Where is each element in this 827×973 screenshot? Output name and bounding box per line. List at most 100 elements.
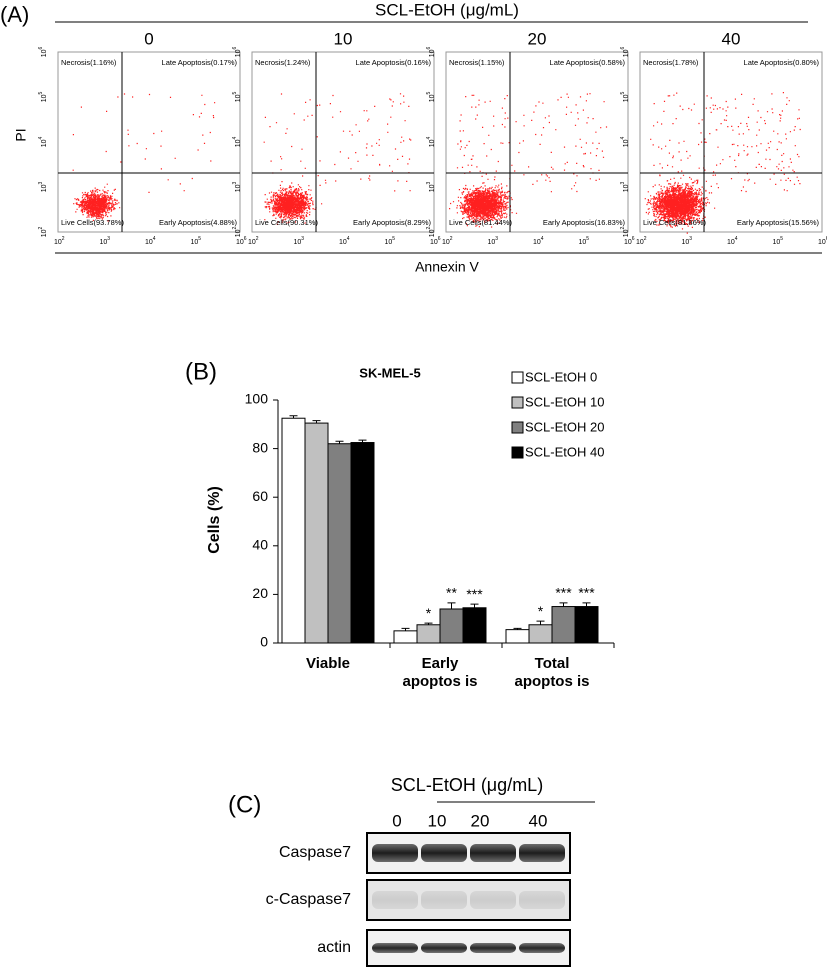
tick-exponent: 2 bbox=[450, 236, 453, 242]
tick-exponent: 5 bbox=[780, 236, 783, 242]
y-tick-label: 106 bbox=[426, 46, 436, 57]
quadrant-label: Live Cells(81.44%) bbox=[449, 218, 512, 227]
quadrant-label: Live Cells(90.31%) bbox=[255, 218, 318, 227]
tick-exponent: 5 bbox=[232, 91, 238, 94]
error-bar bbox=[559, 602, 568, 607]
legend-swatch bbox=[511, 371, 524, 384]
x-tick-label: 102 bbox=[636, 236, 647, 246]
lane-label: 10 bbox=[428, 811, 447, 830]
x-tick-label: 102 bbox=[248, 236, 259, 246]
y-tick-label: 105 bbox=[426, 91, 436, 102]
plot-frame bbox=[251, 51, 435, 233]
blot-band bbox=[372, 844, 418, 862]
blot-band bbox=[421, 891, 467, 909]
tick-exponent: 2 bbox=[232, 226, 238, 229]
tick-exponent: 6 bbox=[38, 46, 44, 49]
bar bbox=[528, 624, 553, 644]
tick-exponent: 4 bbox=[347, 236, 350, 242]
x-tick-label: 105 bbox=[385, 236, 396, 246]
error-bar bbox=[401, 627, 410, 631]
event-cloud bbox=[263, 93, 412, 225]
tick-exponent: 5 bbox=[198, 236, 201, 242]
bar bbox=[350, 442, 375, 644]
x-tick-label: 104 bbox=[533, 236, 544, 246]
x-tick-label: 106 bbox=[430, 236, 441, 246]
panel-label: (B) bbox=[185, 358, 217, 385]
x-tick-label: Viable bbox=[306, 655, 350, 672]
error-bar bbox=[312, 420, 321, 424]
header: SCL-EtOH (μg/mL) bbox=[391, 775, 543, 795]
quadrant-label: Late Apoptosis(0.58%) bbox=[550, 58, 626, 67]
quadrant-label: Early Apoptosis(8.29%) bbox=[353, 218, 431, 227]
y-tick-label: 40 bbox=[252, 537, 268, 553]
y-tick-label: 100 bbox=[245, 391, 269, 407]
tick-exponent: 4 bbox=[620, 136, 626, 139]
lane-label: 20 bbox=[471, 811, 490, 830]
bar bbox=[439, 608, 464, 644]
error-bar bbox=[536, 620, 545, 625]
tick-exponent: 2 bbox=[644, 236, 647, 242]
error-bar bbox=[289, 415, 298, 419]
y-tick-label: 105 bbox=[38, 91, 48, 102]
significance: *** bbox=[578, 585, 595, 601]
dose-label: 40 bbox=[722, 29, 741, 48]
blot-band bbox=[372, 891, 418, 909]
lane-label: 40 bbox=[529, 811, 548, 830]
quadrant-label: Early Apoptosis(16.83%) bbox=[543, 218, 626, 227]
bar bbox=[505, 629, 530, 644]
legend-label: SCL-EtOH 0 bbox=[525, 369, 597, 384]
significance: * bbox=[538, 603, 544, 619]
blot-band bbox=[519, 943, 565, 953]
legend-swatch bbox=[511, 446, 524, 459]
tick-exponent: 6 bbox=[244, 236, 247, 242]
y-tick-label: 106 bbox=[620, 46, 630, 57]
quadrant-label: Late Apoptosis(0.16%) bbox=[356, 58, 432, 67]
plot-frame bbox=[57, 51, 241, 233]
quadrant-label: Early Apoptosis(15.56%) bbox=[737, 218, 820, 227]
tick-exponent: 4 bbox=[426, 136, 432, 139]
quadrant-label: Live Cells(81.86%) bbox=[643, 218, 706, 227]
tick-exponent: 4 bbox=[735, 236, 738, 242]
quadrant-label: Live Cells(93.78%) bbox=[61, 218, 124, 227]
lane-label: 0 bbox=[392, 811, 401, 830]
y-tick-label: 102 bbox=[426, 226, 436, 237]
blot-band bbox=[372, 943, 418, 953]
x-tick-label: 103 bbox=[100, 236, 111, 246]
bar bbox=[551, 606, 576, 644]
tick-exponent: 5 bbox=[586, 236, 589, 242]
blot-band bbox=[470, 891, 516, 909]
dose-label: 20 bbox=[528, 29, 547, 48]
tick-exponent: 5 bbox=[38, 91, 44, 94]
blot-band bbox=[470, 844, 516, 862]
x-tick-label: 102 bbox=[442, 236, 453, 246]
x-tick-label: 104 bbox=[339, 236, 350, 246]
x-tick-label: 104 bbox=[727, 236, 738, 246]
y-tick-label: 103 bbox=[232, 181, 242, 192]
tick-exponent: 2 bbox=[620, 226, 626, 229]
tick-exponent: 6 bbox=[438, 236, 441, 242]
blot-band bbox=[421, 844, 467, 862]
bar bbox=[416, 624, 441, 644]
x-tick-label: 106 bbox=[818, 236, 827, 246]
row-label: Caspase7 bbox=[279, 844, 351, 861]
error-bar bbox=[582, 602, 591, 607]
x-tick-label: 106 bbox=[236, 236, 247, 246]
error-bar bbox=[335, 440, 344, 444]
error-bar bbox=[358, 439, 367, 443]
y-tick-label: 103 bbox=[620, 181, 630, 192]
legend-swatch bbox=[511, 421, 524, 434]
significance: *** bbox=[555, 585, 572, 601]
tick-exponent: 6 bbox=[826, 236, 827, 242]
y-tick-label: 103 bbox=[426, 181, 436, 192]
x-tick-label: 103 bbox=[682, 236, 693, 246]
bar bbox=[327, 443, 352, 644]
row-label: actin bbox=[317, 939, 351, 956]
y-tick-label: 60 bbox=[252, 488, 268, 504]
blot-band bbox=[470, 943, 516, 953]
y-tick-label: 102 bbox=[38, 226, 48, 237]
y-tick-label: 80 bbox=[252, 439, 268, 455]
legend-swatch bbox=[511, 396, 524, 409]
tick-exponent: 6 bbox=[632, 236, 635, 242]
y-tick-label: 20 bbox=[252, 585, 268, 601]
event-cloud bbox=[644, 92, 801, 234]
